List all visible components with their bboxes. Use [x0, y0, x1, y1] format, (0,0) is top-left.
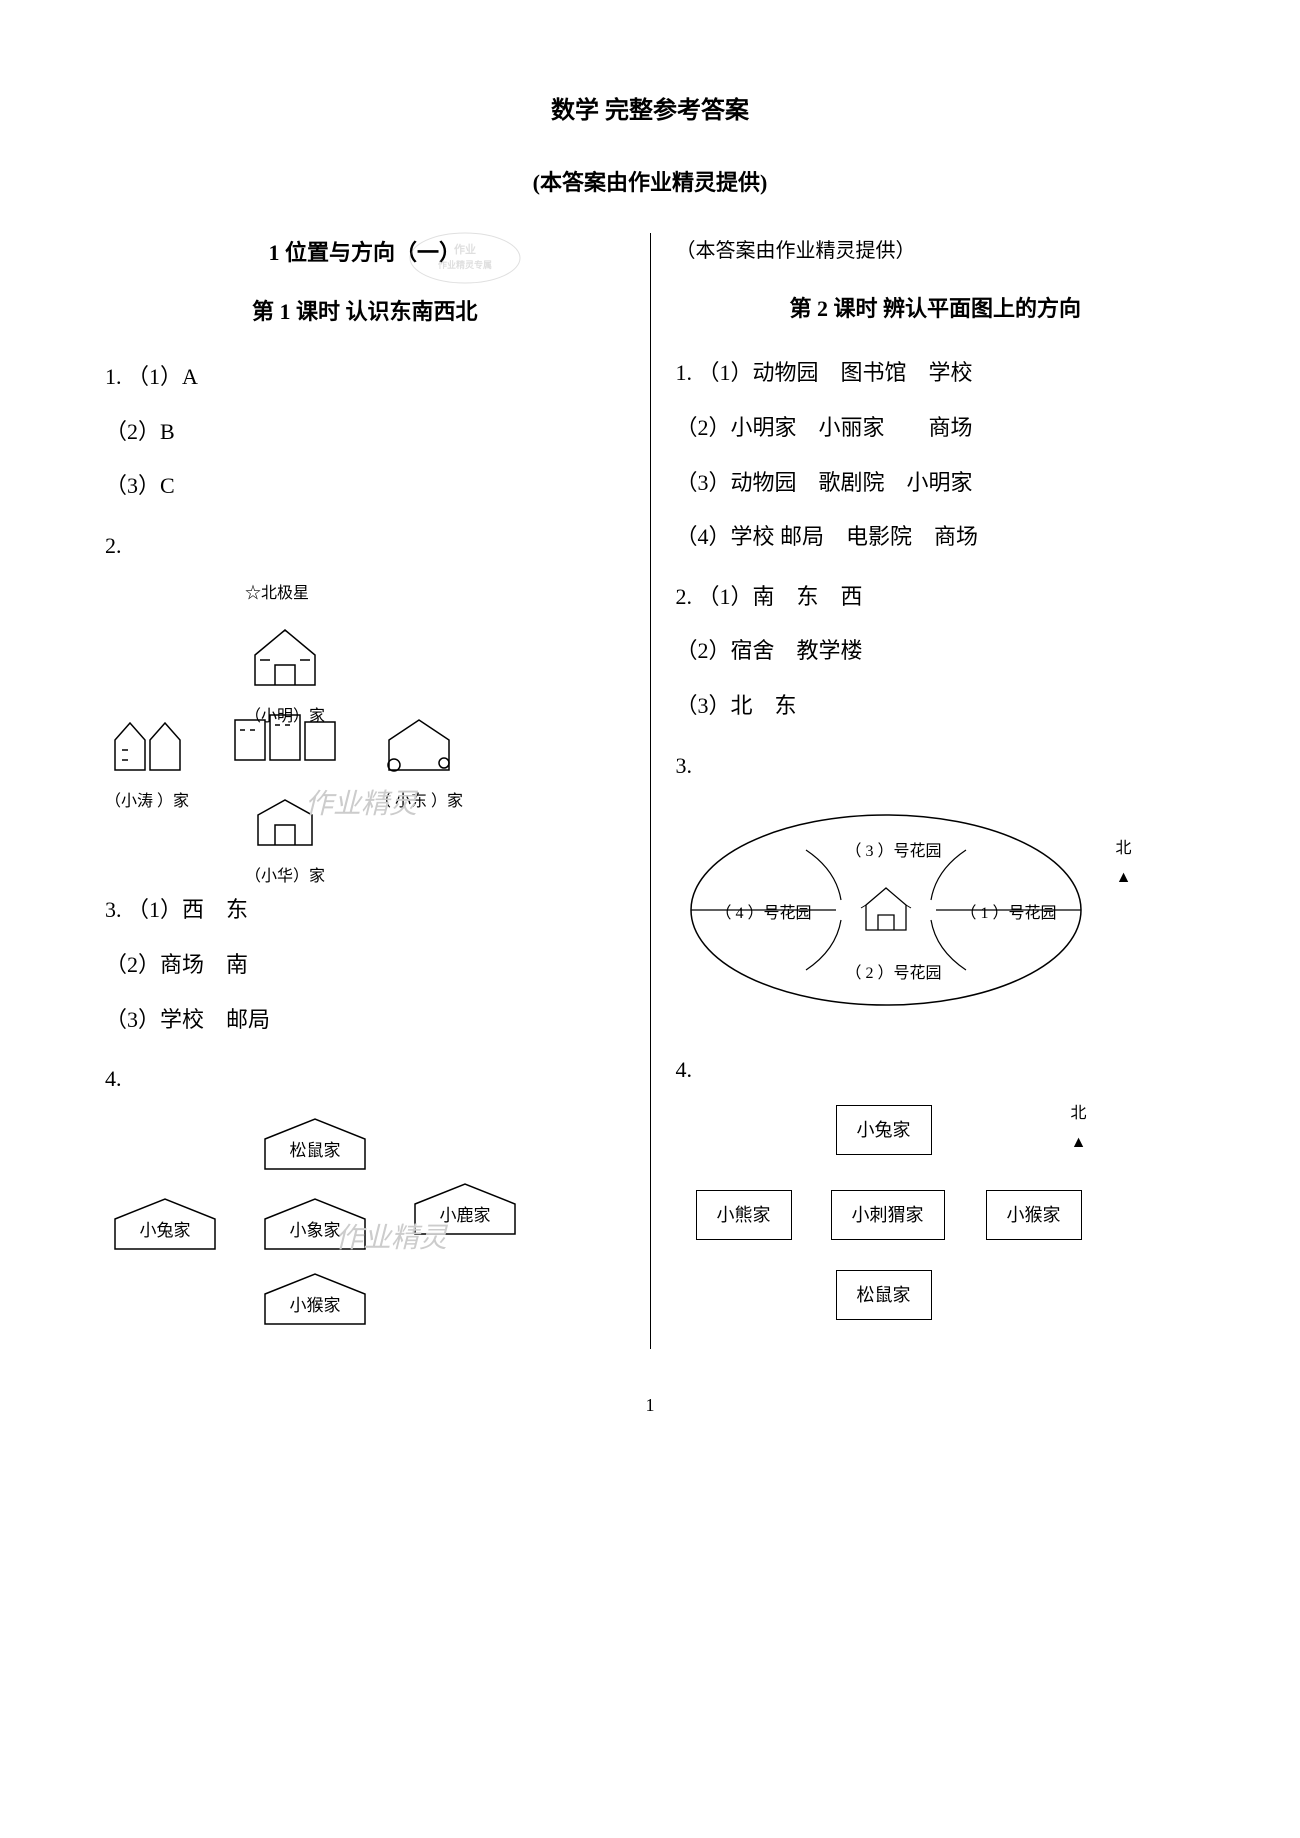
rq1: 1. （1）动物园 图书馆 学校	[676, 353, 1196, 393]
q4-num: 4.	[105, 1059, 625, 1099]
watermark-2: 作业精灵	[335, 1214, 447, 1264]
box-bottom: 松鼠家	[836, 1270, 932, 1320]
north-text-2: 北	[1071, 1100, 1087, 1129]
rq3-num: 3.	[676, 746, 1196, 786]
garden-right-label: （ 1 ）号花园	[961, 900, 1057, 929]
house-bottom-label: （小华）家	[245, 863, 325, 892]
animal-top: 松鼠家	[260, 1114, 370, 1174]
box-mid: 小刺猬家	[831, 1190, 945, 1240]
q1a: （1）A	[127, 364, 198, 389]
buildings-icon	[230, 710, 340, 765]
animal-left: 小兔家	[110, 1194, 220, 1254]
q1-num: 1. （1）A	[105, 357, 625, 397]
svg-text:松鼠家: 松鼠家	[290, 1141, 341, 1160]
rq2c: （3）北 东	[676, 686, 1196, 726]
page-number: 1	[80, 1389, 1220, 1421]
house-left-label: （小涛 ）家	[105, 788, 189, 817]
animal-houses-diagram: 松鼠家 小兔家 小象家 小鹿家 小猴家 作业精灵	[105, 1114, 625, 1334]
rq4-num: 4.	[676, 1050, 1196, 1090]
content-columns: 1 位置与方向（一） 作业 作业精灵专属 第 1 课时 认识东南西北 1. （1…	[80, 233, 1220, 1349]
rq1c: （3）动物园 歌剧院 小明家	[676, 463, 1196, 503]
left-lesson-title: 第 1 课时 认识东南西北	[105, 292, 625, 332]
q3-number: 3.	[105, 897, 122, 922]
rq1a: （1）动物园 图书馆 学校	[698, 360, 973, 385]
garden-top-label: （ 3 ）号花园	[846, 838, 942, 867]
page-title: 数学 完整参考答案	[80, 90, 1220, 133]
svg-text:作业精灵专属: 作业精灵专属	[437, 259, 491, 270]
q1c: （3）C	[105, 466, 625, 506]
garden-left-label: （ 4 ）号花园	[716, 900, 812, 929]
rq2: 2. （1）南 东 西	[676, 577, 1196, 617]
north-marker-2: 北 ▲	[1071, 1100, 1087, 1158]
animal-bottom: 小猴家	[260, 1269, 370, 1329]
rq1b: （2）小明家 小丽家 商场	[676, 408, 1196, 448]
q3b: （2）商场 南	[105, 945, 625, 985]
house-icon	[379, 715, 459, 775]
svg-text:作业: 作业	[454, 242, 476, 256]
garden-diagram: （ 3 ）号花园 （ 4 ）号花园 （ 1 ）号花园 （ 2 ）号花园 北 ▲	[676, 800, 1196, 1030]
north-marker: 北 ▲	[1116, 835, 1132, 893]
box-right: 小猴家	[986, 1190, 1082, 1240]
house-icon	[110, 715, 185, 775]
unit-title: 1 位置与方向（一） 作业 作业精灵专属	[105, 233, 625, 273]
house-left: （小涛 ）家	[105, 715, 189, 817]
stamp-icon: 作业 作业精灵专属	[405, 228, 525, 288]
right-lesson-title: 第 2 课时 辨认平面图上的方向	[676, 289, 1196, 329]
box-top: 小兔家	[836, 1105, 932, 1155]
right-note: （本答案由作业精灵提供）	[676, 233, 1196, 269]
page-subtitle: (本答案由作业精灵提供)	[80, 163, 1220, 203]
boxes-diagram: 小兔家 小熊家 小刺猬家 小猴家 松鼠家 北 ▲	[676, 1105, 1196, 1325]
rq2-number: 2.	[676, 584, 693, 609]
q3a: （1）西 东	[127, 897, 248, 922]
left-column: 1 位置与方向（一） 作业 作业精灵专属 第 1 课时 认识东南西北 1. （1…	[80, 233, 651, 1349]
north-arrow-icon-2: ▲	[1071, 1129, 1087, 1158]
houses-diagram: ☆北极星 （小明）家 （小涛 ）家	[105, 580, 625, 870]
rq2b: （2）宿舍 教学楼	[676, 631, 1196, 671]
q2-num: 2.	[105, 526, 625, 566]
svg-text:小鹿家: 小鹿家	[440, 1206, 491, 1225]
right-column: （本答案由作业精灵提供） 第 2 课时 辨认平面图上的方向 1. （1）动物园 …	[651, 233, 1221, 1349]
house-mid-buildings	[230, 710, 340, 776]
star-label: ☆北极星	[245, 580, 309, 609]
rq1-number: 1.	[676, 360, 693, 385]
q3: 3. （1）西 东	[105, 890, 625, 930]
garden-bottom-label: （ 2 ）号花园	[846, 960, 942, 989]
svg-text:小兔家: 小兔家	[140, 1221, 191, 1240]
q1b: （2）B	[105, 412, 625, 452]
north-text: 北	[1116, 835, 1132, 864]
box-left: 小熊家	[696, 1190, 792, 1240]
svg-text:小猴家: 小猴家	[290, 1296, 341, 1315]
watermark: 作业精灵	[305, 780, 417, 830]
svg-text:小象家: 小象家	[290, 1221, 341, 1240]
house-icon	[245, 620, 325, 690]
rq2a: （1）南 东 西	[698, 584, 863, 609]
north-arrow-icon: ▲	[1116, 864, 1132, 893]
rq1d: （4）学校 邮局 电影院 商场	[676, 517, 1196, 557]
q3c: （3）学校 邮局	[105, 1000, 625, 1040]
q1-number: 1.	[105, 364, 122, 389]
